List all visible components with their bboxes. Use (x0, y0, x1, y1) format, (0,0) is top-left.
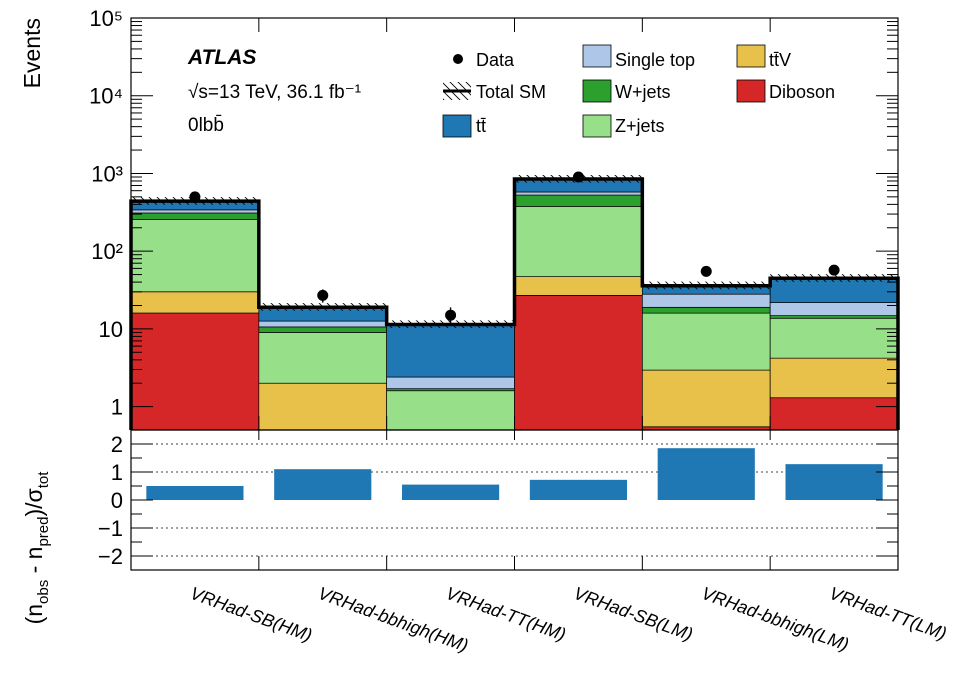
bar-z-jets-5 (769, 317, 899, 359)
legend-singletop-swatch (582, 44, 612, 68)
legend-singletop-label: Single top (615, 50, 695, 70)
legend-zjets-swatch (582, 114, 612, 138)
data-point-2 (445, 309, 457, 321)
bar-single-top-1 (258, 320, 388, 328)
bar-single-top-5 (769, 302, 899, 317)
ratio-y-axis-label: (nobs - npred)/σtot (21, 471, 52, 625)
ratio-tick-label: 1 (111, 460, 123, 485)
ratio-bar-4 (657, 448, 755, 500)
ratio-bar-1 (274, 469, 372, 500)
energy-lumi-label: √s=13 TeV, 36.1 fb⁻¹ (188, 82, 361, 103)
data-point-0 (189, 191, 201, 203)
y-tick-label: 10² (91, 239, 123, 264)
bar-w-jets-3 (514, 194, 643, 207)
y-tick-label: 10⁴ (89, 84, 123, 109)
legend-ttv-label: tt̄V (769, 50, 791, 70)
bar-single-top-4 (641, 293, 771, 308)
bar-w-jets-1 (258, 326, 388, 333)
legend: Data Total SM tt̄ Single top W+jets Z+je… (442, 44, 835, 138)
ratio-tick-label: 0 (111, 488, 123, 513)
data-point-5 (828, 264, 840, 276)
ratio-gridlines (131, 443, 898, 557)
ratio-bar-0 (146, 486, 244, 500)
bar-single-top-0 (130, 209, 260, 214)
bar-w-jets-0 (130, 212, 260, 220)
y-tick-label: 10 (99, 317, 123, 342)
bar-tt-v-1 (258, 382, 388, 431)
x-tick-labels: VRHad-SB(HM) VRHad-bbhigh(HM)VRHad-TT(HM)… (188, 583, 950, 656)
bar-z-jets-4 (641, 312, 771, 371)
bar-diboson-3 (514, 295, 643, 431)
data-points (189, 171, 840, 326)
bar-z-jets-2 (386, 390, 515, 431)
ratio-bar-5 (785, 464, 883, 500)
bar-tt--5 (769, 277, 899, 303)
ratio-bar-2 (402, 484, 500, 500)
stacked-bars (130, 178, 899, 431)
y-tick-label: 10⁵ (89, 6, 123, 31)
data-point-1 (317, 289, 329, 301)
legend-zjets-label: Z+jets (615, 116, 665, 136)
legend-wjets-swatch (582, 79, 612, 103)
bar-z-jets-0 (130, 219, 260, 293)
bar-w-jets-4 (641, 306, 771, 314)
ratio-tick-label: −1 (98, 516, 123, 541)
bar-diboson-5 (769, 397, 899, 431)
x-tick-label-4: VRHad-bbhigh(LM) (699, 583, 852, 655)
legend-diboson-swatch (736, 79, 766, 103)
y-axis-label: Events (19, 18, 45, 88)
bar-tt-v-5 (769, 357, 899, 399)
bar-single-top-3 (514, 191, 643, 196)
bar-z-jets-1 (258, 332, 388, 384)
ratio-axis-ticks: −2 −1 0 1 2 (98, 429, 898, 571)
legend-ttv-swatch (736, 44, 766, 68)
bar-z-jets-3 (514, 206, 643, 277)
x-tick-label-3: VRHad-SB(LM) (571, 583, 695, 645)
y-tick-label: 1 (111, 395, 123, 420)
ratio-plot-frame (130, 429, 899, 571)
data-point-3 (572, 171, 584, 183)
bar-single-top-2 (386, 376, 515, 390)
legend-wjets-label: W+jets (615, 82, 671, 102)
ratio-bars (146, 448, 883, 500)
legend-data-label: Data (476, 50, 515, 70)
bar-tt-v-4 (641, 369, 771, 428)
legend-ttbar-label: tt̄ (476, 116, 486, 136)
total-sm-line (129, 177, 900, 430)
y-tick-label: 10³ (91, 161, 123, 186)
experiment-label: ATLAS (187, 46, 256, 69)
ratio-tick-label: 2 (111, 432, 123, 457)
total-sm-step (129, 177, 900, 430)
bar-diboson-0 (130, 312, 260, 431)
legend-data-marker (453, 54, 463, 64)
bar-tt-v-3 (514, 276, 643, 296)
bar-tt-v-0 (130, 291, 260, 314)
ratio-tick-label: −2 (98, 544, 123, 569)
ratio-bar-3 (529, 479, 627, 500)
selection-label: 0lbb̄ (188, 115, 224, 136)
data-point-4 (700, 265, 712, 277)
legend-total-label: Total SM (476, 82, 546, 102)
bar-tt--2 (386, 324, 515, 378)
bar-w-jets-5 (769, 315, 899, 319)
top-axis-ticks: 1 10 10² 10³ 10⁴ 10⁵ (89, 6, 898, 430)
legend-ttbar-swatch (442, 114, 472, 138)
x-tick-label-0: VRHad-SB(HM) (188, 583, 315, 646)
legend-diboson-label: Diboson (769, 82, 835, 102)
